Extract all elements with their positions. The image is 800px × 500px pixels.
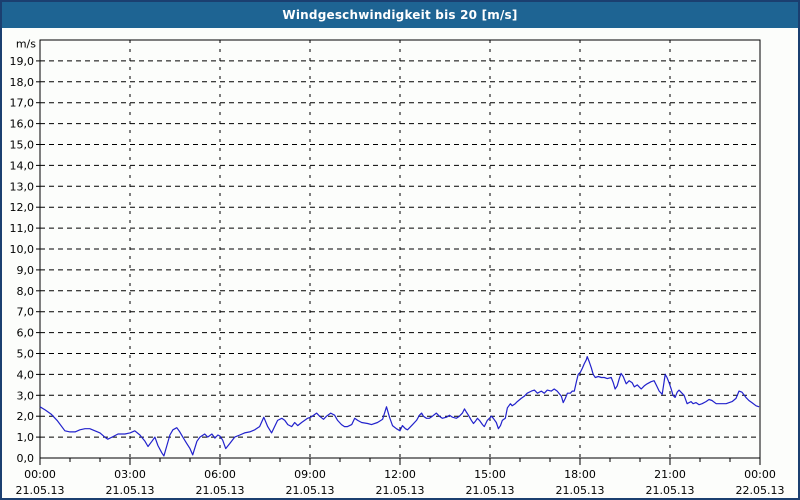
y-tick-label: 10,0: [10, 243, 35, 256]
x-tick-time-label: 15:00: [474, 468, 506, 481]
x-tick-time-label: 03:00: [114, 468, 146, 481]
y-tick-label: 19,0: [10, 55, 35, 68]
y-tick-label: 6,0: [17, 327, 35, 340]
y-tick-label: 8,0: [17, 285, 35, 298]
y-tick-label: 17,0: [10, 97, 35, 110]
x-tick-date-label: 21.05.13: [106, 484, 155, 497]
x-tick-time-label: 12:00: [384, 468, 416, 481]
y-tick-label: 14,0: [10, 159, 35, 172]
y-tick-label: 7,0: [17, 306, 35, 319]
x-tick-date-label: 21.05.13: [286, 484, 335, 497]
x-tick-time-label: 00:00: [24, 468, 56, 481]
y-tick-label: 0,0: [17, 452, 35, 465]
x-tick-date-label: 21.05.13: [196, 484, 245, 497]
y-tick-label: 13,0: [10, 180, 35, 193]
wind-speed-series-line: [39, 356, 760, 457]
x-tick-time-label: 09:00: [294, 468, 326, 481]
y-tick-label: 11,0: [10, 222, 35, 235]
y-axis-unit-label: m/s: [16, 37, 36, 50]
y-tick-label: 16,0: [10, 118, 35, 131]
y-tick-label: 18,0: [10, 76, 35, 89]
wind-speed-line-chart: 0,0 1,0 2,0 3,0 4,0 5,0 6,0 7,0 8,0 9,0 10,0 11,0 12…: [10, 37, 785, 497]
y-tick-label: 1,0: [17, 431, 35, 444]
y-tick-label: 15,0: [10, 139, 35, 152]
x-tick-date-label: 21.05.13: [466, 484, 515, 497]
window-title: Windgeschwindigkeit bis 20 [m/s]: [282, 8, 518, 22]
y-tick-label: 9,0: [17, 264, 35, 277]
x-tick-time-label: 18:00: [564, 468, 596, 481]
x-tick-date-label: 21.05.13: [646, 484, 695, 497]
x-tick-time-label: 00:00: [744, 468, 776, 481]
y-tick-label: 3,0: [17, 389, 35, 402]
y-tick-label: 4,0: [17, 368, 35, 381]
window-titlebar: Windgeschwindigkeit bis 20 [m/s]: [2, 2, 798, 28]
chart-area: 0,0 1,0 2,0 3,0 4,0 5,0 6,0 7,0 8,0 9,0 10,0 11,0 12…: [2, 28, 798, 498]
x-tick-time-label: 21:00: [654, 468, 686, 481]
x-tick-date-label: 22.05.13: [736, 484, 785, 497]
x-tick-date-label: 21.05.13: [376, 484, 425, 497]
y-tick-label: 2,0: [17, 410, 35, 423]
y-tick-label: 12,0: [10, 201, 35, 214]
x-tick-date-label: 21.05.13: [556, 484, 605, 497]
x-tick-time-label: 06:00: [204, 468, 236, 481]
x-tick-date-label: 21.05.13: [16, 484, 65, 497]
plot-border: [39, 39, 761, 459]
y-tick-label: 5,0: [17, 348, 35, 361]
